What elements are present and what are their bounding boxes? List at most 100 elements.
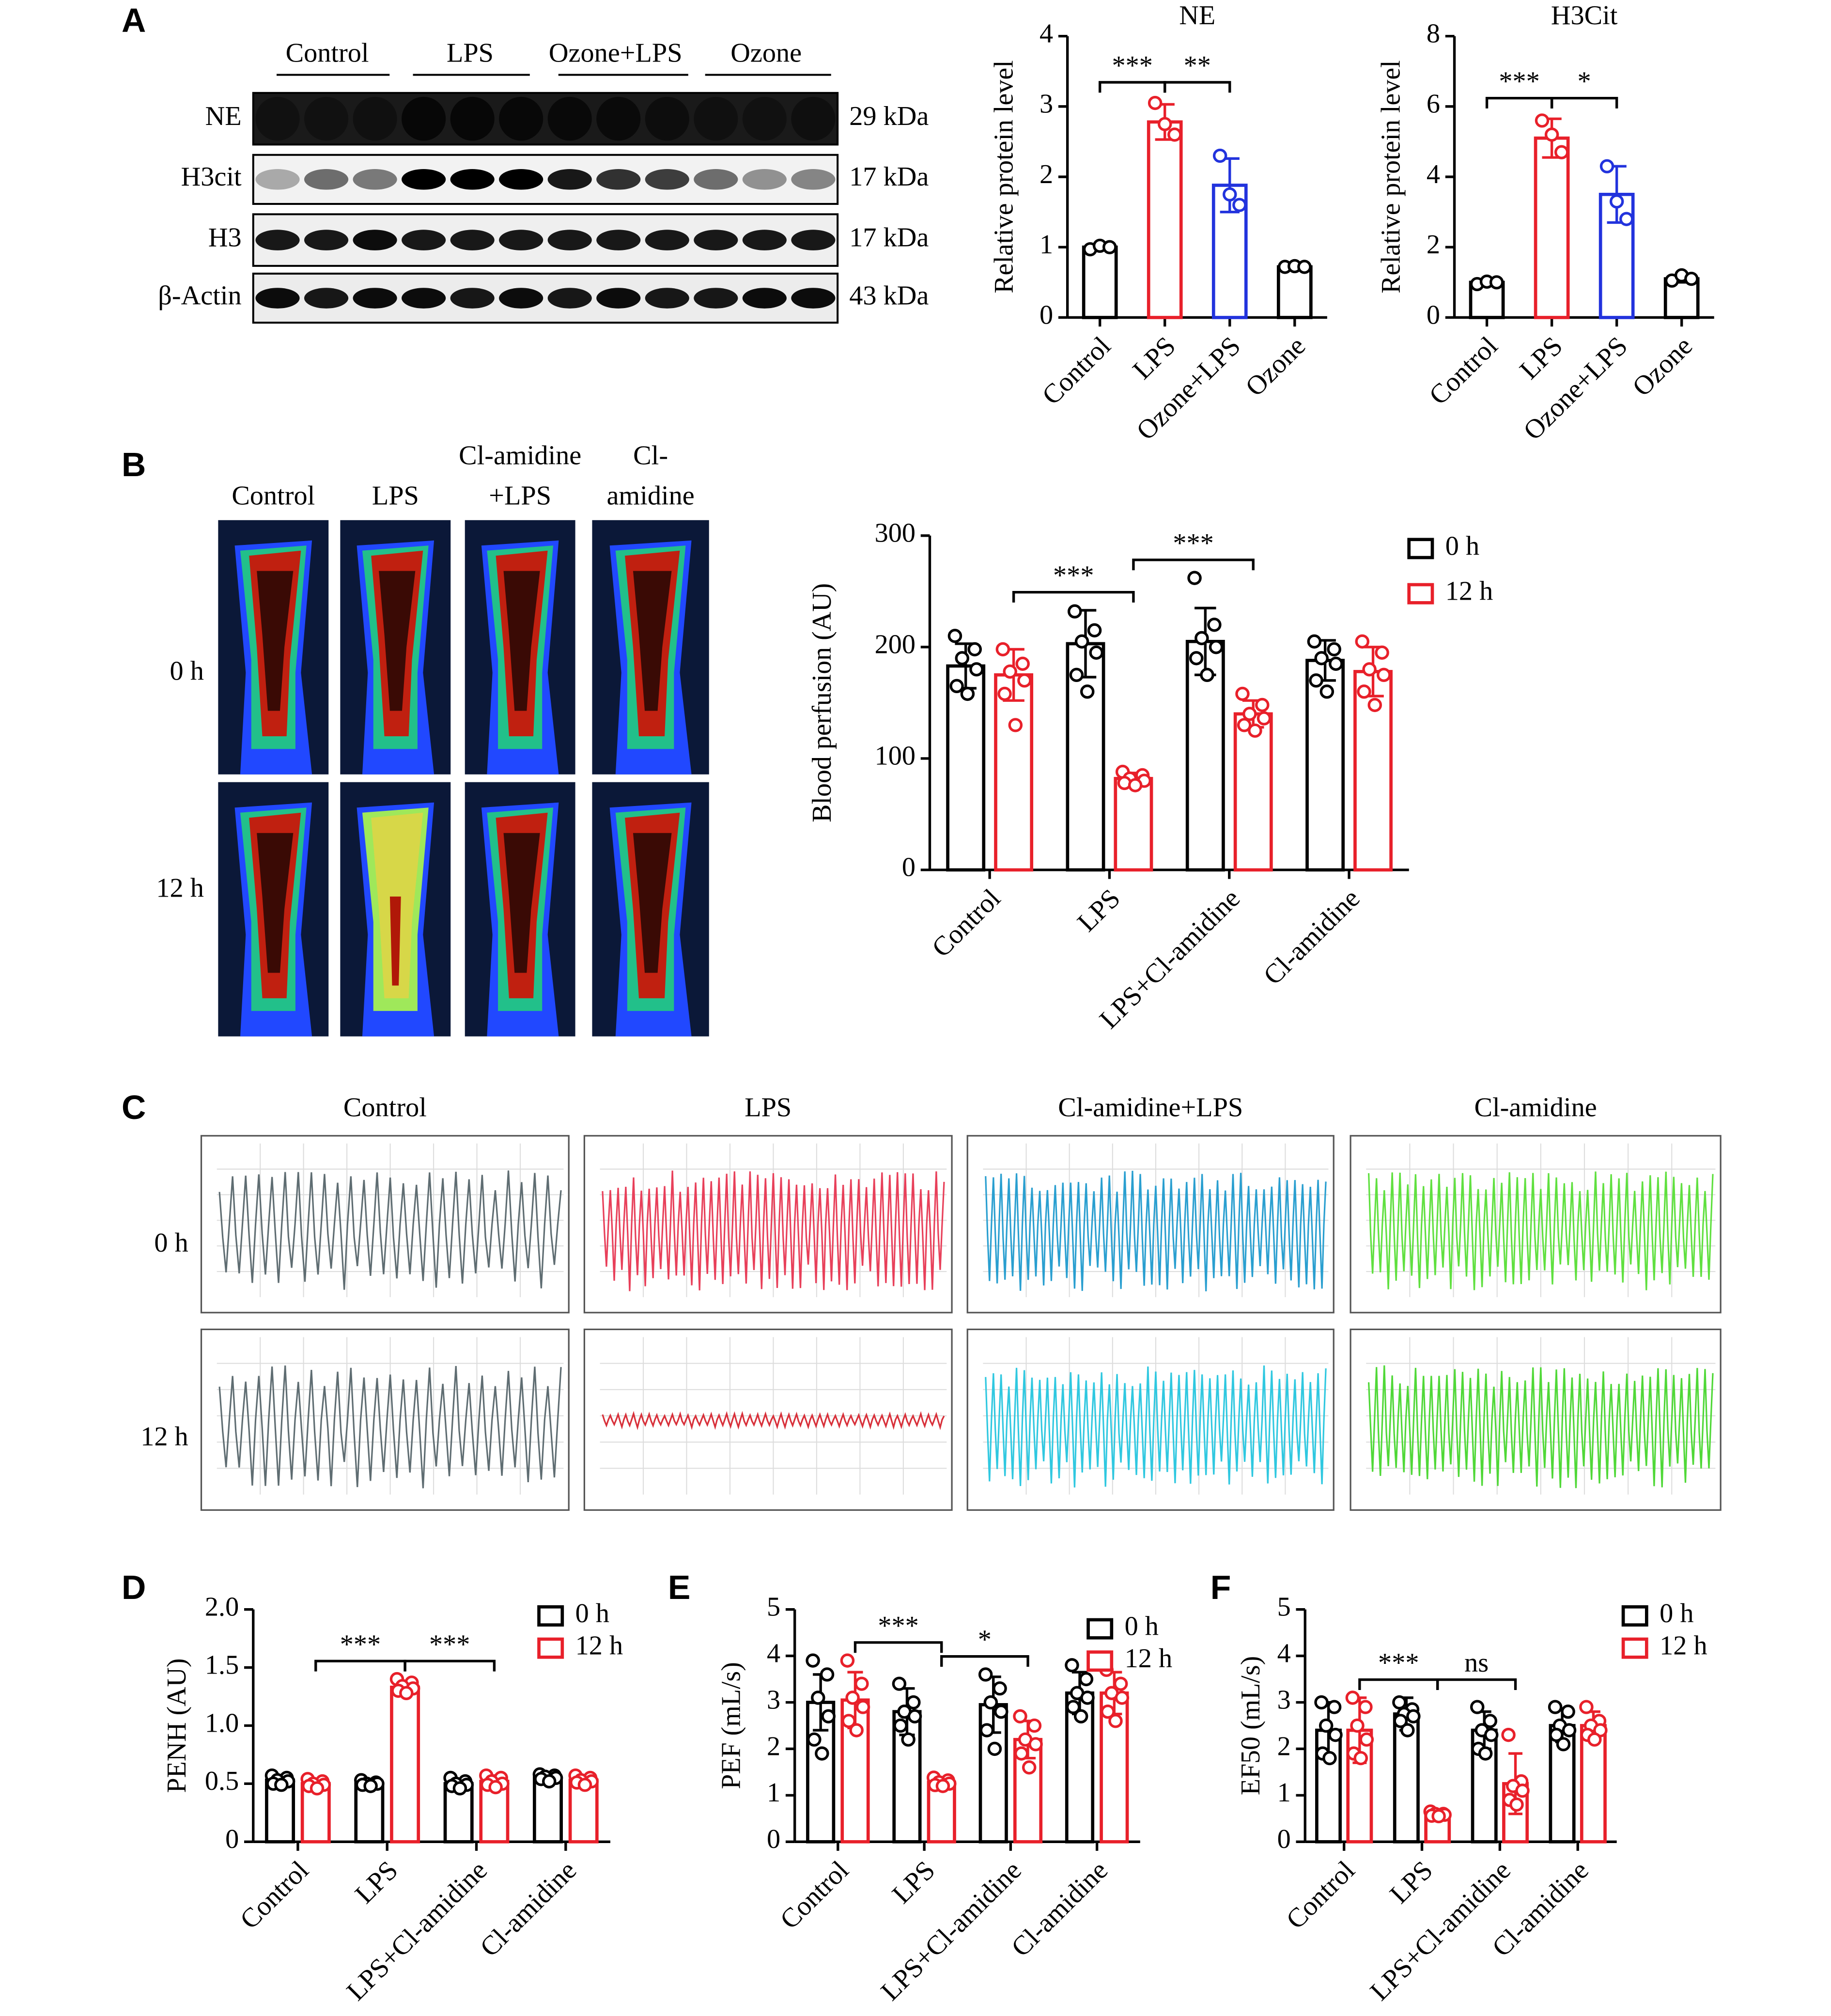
data-point: [1080, 684, 1095, 699]
data-point: [1113, 1676, 1128, 1691]
blot-band: [742, 96, 787, 141]
bar: [1114, 776, 1153, 872]
panel-letter: A: [122, 1, 146, 39]
data-point: [1548, 1700, 1563, 1714]
data-point: [1013, 1709, 1027, 1723]
bar: [1276, 265, 1313, 319]
data-point: [1065, 1658, 1079, 1673]
data-point: [1255, 698, 1270, 713]
blot-band: [402, 230, 446, 250]
x-tick-label: Ozone: [1627, 331, 1698, 402]
data-point: [1089, 645, 1103, 660]
data-point: [1257, 711, 1272, 726]
legend-label: 12 h: [1125, 1644, 1173, 1674]
blot-band: [694, 230, 738, 250]
data-point: [1015, 656, 1030, 671]
significance-label: ***: [1378, 1648, 1419, 1678]
flow-waveform: [985, 1365, 1327, 1488]
y-tick-label: 1: [1040, 230, 1053, 260]
x-tick-label: LPS: [886, 1855, 941, 1909]
data-point: [1079, 1672, 1094, 1687]
y-tick-label: 1.5: [205, 1650, 239, 1680]
data-point: [1561, 1705, 1575, 1719]
data-point: [1489, 275, 1504, 290]
panel-letter: E: [668, 1568, 691, 1606]
blot-size-label: 43 kDa: [849, 280, 929, 310]
panel-letter: F: [1210, 1568, 1231, 1606]
y-tick-label: 0: [225, 1824, 239, 1854]
blot-band: [304, 230, 349, 250]
data-point: [363, 1779, 378, 1793]
bar: [390, 1686, 420, 1844]
y-tick-label: 4: [767, 1639, 780, 1669]
x-tick-label: Cl-amidine: [474, 1855, 582, 1963]
legend-swatch: [1086, 1618, 1114, 1640]
bar: [354, 1782, 385, 1844]
data-point: [840, 1653, 855, 1668]
y-tick-label: 2.0: [205, 1592, 239, 1622]
significance-bracket: [1164, 81, 1231, 93]
data-point: [1212, 148, 1227, 163]
data-point: [906, 1695, 921, 1710]
flow-waveform: [1368, 1171, 1714, 1290]
data-point: [855, 1700, 870, 1714]
y-axis-label: Blood perfusion (AU): [807, 583, 837, 822]
blot-band: [596, 288, 641, 309]
blot-band: [402, 169, 446, 190]
data-point: [1115, 1690, 1130, 1705]
x-tick-label: LPS: [349, 1855, 404, 1909]
y-tick-label: 6: [1427, 89, 1440, 119]
blot-band: [694, 288, 738, 309]
blot-band: [547, 230, 592, 250]
data-point: [1242, 707, 1257, 721]
lane-label: LPS: [447, 38, 494, 68]
data-point: [1157, 117, 1172, 131]
image-row-label: 12 h: [156, 873, 204, 903]
data-point: [1549, 1728, 1564, 1742]
significance-label: ***: [340, 1629, 381, 1659]
blot-band: [742, 288, 787, 309]
y-tick-label: 0: [902, 853, 916, 883]
data-point: [1014, 1746, 1029, 1761]
significance-bracket: [1132, 558, 1255, 571]
blot-band: [499, 169, 543, 190]
data-point: [1309, 673, 1323, 688]
blot-band: [450, 96, 495, 141]
blot-band: [450, 169, 495, 190]
data-point: [577, 1778, 592, 1792]
perfusion-core: [389, 896, 401, 986]
blot-band: [255, 169, 300, 190]
data-point: [1128, 778, 1143, 792]
data-point: [901, 1732, 916, 1747]
y-tick-label: 2: [1427, 230, 1440, 260]
blot-band: [645, 169, 689, 190]
data-point: [1102, 240, 1117, 254]
significance-bracket: [1485, 96, 1553, 109]
y-axis-label: PENH (AU): [162, 1658, 192, 1793]
data-point: [967, 642, 982, 657]
y-tick-label: 0: [1277, 1824, 1291, 1854]
data-point: [488, 1780, 503, 1795]
data-point: [1074, 634, 1089, 649]
data-point: [1073, 1709, 1088, 1723]
data-point: [1406, 1709, 1421, 1723]
data-point: [1069, 667, 1084, 682]
blot-band: [353, 169, 397, 190]
significance-bracket: [314, 1659, 406, 1672]
bar: [1147, 120, 1183, 319]
blot-band: [304, 288, 349, 309]
blot-strip: [252, 92, 839, 146]
image-column-label: +LPS: [489, 481, 551, 511]
y-tick-label: 2: [767, 1731, 780, 1761]
data-point: [1195, 631, 1209, 646]
data-point: [1535, 113, 1550, 128]
data-point: [1022, 1760, 1037, 1775]
x-tick-label: LPS+Cl-amidine: [1365, 1855, 1517, 2006]
bar: [532, 1776, 563, 1844]
y-tick-label: 5: [1277, 1592, 1291, 1622]
data-point: [1357, 684, 1371, 699]
data-point: [1515, 1783, 1530, 1798]
significance-label: ***: [1499, 66, 1539, 96]
y-tick-label: 8: [1427, 19, 1440, 49]
y-tick-label: 4: [1277, 1639, 1291, 1669]
